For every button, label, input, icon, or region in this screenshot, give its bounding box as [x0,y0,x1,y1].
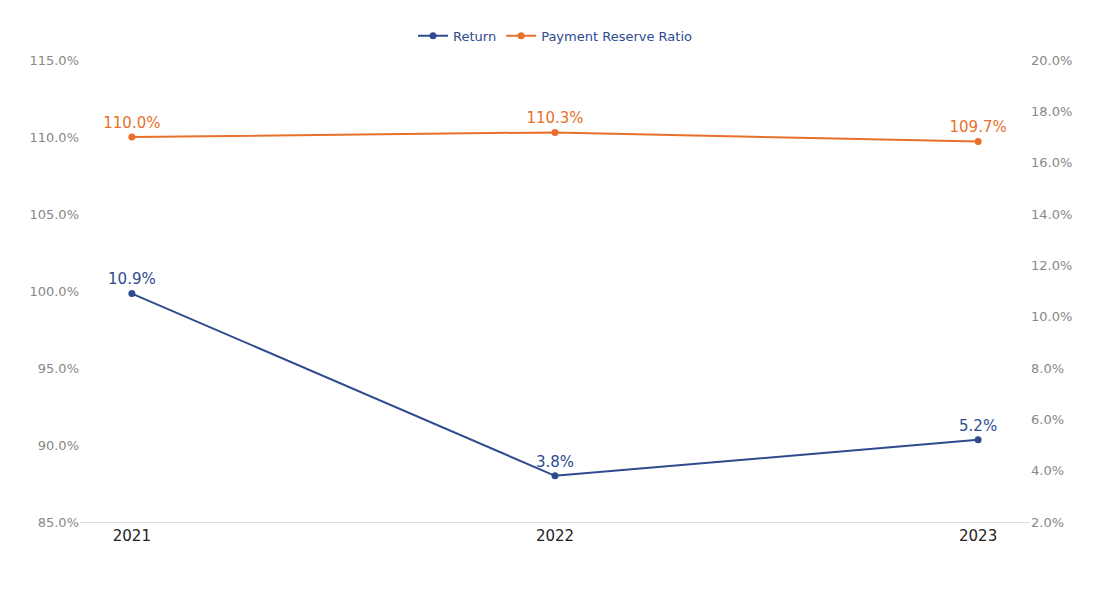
svg-text:105.0%: 105.0% [29,207,79,222]
svg-text:6.0%: 6.0% [1031,412,1064,427]
svg-text:109.7%: 109.7% [950,118,1007,136]
svg-text:5.2%: 5.2% [959,417,997,435]
svg-text:2023: 2023 [959,527,997,545]
svg-text:100.0%: 100.0% [29,284,79,299]
svg-text:2.0%: 2.0% [1031,515,1064,530]
svg-text:110.0%: 110.0% [29,130,79,145]
svg-text:3.8%: 3.8% [536,453,574,471]
svg-text:18.0%: 18.0% [1031,104,1072,119]
svg-text:2021: 2021 [113,527,151,545]
svg-text:Payment Reserve Ratio: Payment Reserve Ratio [541,29,692,44]
svg-text:10.0%: 10.0% [1031,309,1072,324]
svg-text:90.0%: 90.0% [38,438,79,453]
svg-text:14.0%: 14.0% [1031,207,1072,222]
svg-text:115.0%: 115.0% [29,53,79,68]
svg-text:4.0%: 4.0% [1031,463,1064,478]
svg-text:95.0%: 95.0% [38,361,79,376]
svg-text:16.0%: 16.0% [1031,155,1072,170]
svg-text:2022: 2022 [536,527,574,545]
svg-text:12.0%: 12.0% [1031,258,1072,273]
svg-text:8.0%: 8.0% [1031,361,1064,376]
svg-text:85.0%: 85.0% [38,515,79,530]
svg-text:20.0%: 20.0% [1031,53,1072,68]
svg-text:110.3%: 110.3% [526,109,583,127]
svg-text:Return: Return [453,29,496,44]
svg-text:110.0%: 110.0% [103,114,160,132]
svg-text:10.9%: 10.9% [108,270,156,288]
